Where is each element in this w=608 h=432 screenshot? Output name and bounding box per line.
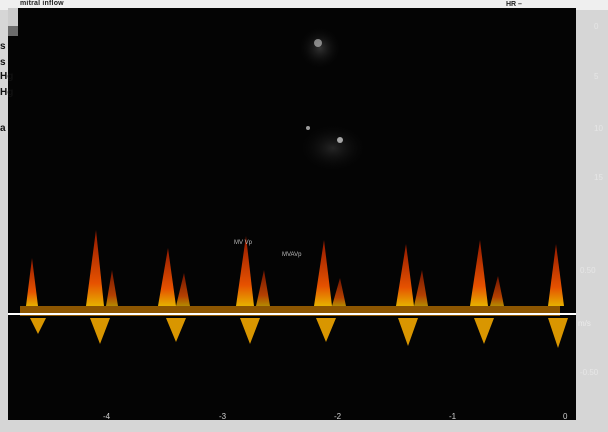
heart-rate-label: HR – [506, 1, 522, 8]
time-tick: -1 [449, 412, 457, 421]
echo-sector-top [298, 26, 342, 70]
side-label: s [0, 41, 6, 52]
velocity-unit: m/s [578, 319, 591, 328]
depth-scale-10: 10 [594, 124, 603, 133]
left-top-markers [8, 8, 18, 36]
spectral-reversals [30, 318, 568, 348]
annotation-mvavp: MVAVp [282, 252, 302, 258]
depth-scale-0: 0 [594, 22, 599, 31]
depth-scale-15: 15 [594, 173, 603, 182]
time-tick: -4 [103, 412, 111, 421]
echo-bright-spot [314, 39, 322, 47]
side-label: Hg [0, 71, 14, 82]
time-tick: -2 [334, 412, 342, 421]
time-tick: -3 [219, 412, 227, 421]
velocity-scale-positive: 0.50 [580, 266, 596, 275]
velocity-scale-negative: -0.50 [580, 368, 599, 377]
annotation-mv-vp: MV Vp [234, 240, 253, 246]
echo-bright-spot [306, 126, 310, 130]
echo-bright-spot [337, 137, 343, 143]
doppler-display: MV Vp MVAVp [8, 8, 576, 420]
spectral-peaks [26, 230, 564, 306]
top-info-bar: mitral inflow HR – [0, 0, 608, 10]
depth-scale-5: 5 [594, 72, 599, 81]
doppler-baseline [8, 313, 576, 315]
time-tick: 0 [563, 412, 568, 421]
header-title-fragment: mitral inflow [20, 0, 64, 7]
spectrum-baseline-band [20, 306, 560, 316]
doppler-spectrum-graphic [8, 8, 568, 348]
side-label: a [0, 123, 6, 134]
echo-sector-mid [298, 123, 368, 173]
side-label: Hg [0, 87, 14, 98]
side-label: s [0, 57, 6, 68]
